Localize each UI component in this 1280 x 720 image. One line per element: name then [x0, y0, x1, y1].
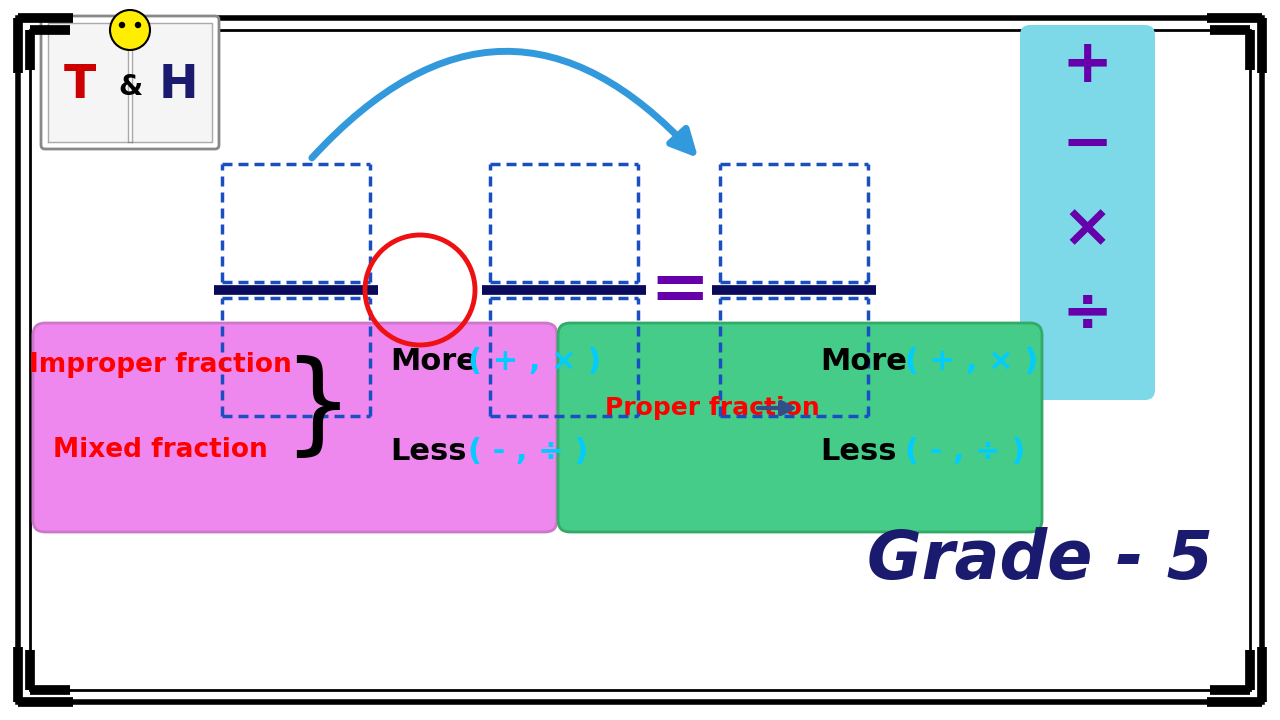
Text: &: &	[118, 73, 142, 101]
FancyArrowPatch shape	[312, 51, 692, 158]
Circle shape	[136, 22, 141, 27]
Text: −: −	[1061, 115, 1112, 174]
Text: ( - , ÷ ): ( - , ÷ )	[905, 438, 1025, 467]
Text: Less: Less	[390, 438, 466, 467]
Polygon shape	[132, 23, 212, 142]
FancyArrowPatch shape	[758, 402, 792, 414]
Text: Proper fraction: Proper fraction	[605, 396, 819, 420]
Text: =: =	[650, 256, 710, 325]
Polygon shape	[49, 23, 128, 142]
Text: ( + , × ): ( + , × )	[905, 348, 1038, 377]
Text: +: +	[1061, 35, 1112, 94]
FancyBboxPatch shape	[558, 323, 1042, 532]
FancyBboxPatch shape	[33, 323, 557, 532]
Text: Mixed fraction: Mixed fraction	[52, 437, 268, 463]
Circle shape	[119, 22, 124, 27]
Text: Grade - 5: Grade - 5	[867, 527, 1213, 593]
Text: H: H	[159, 63, 198, 107]
FancyBboxPatch shape	[1020, 25, 1155, 400]
Text: More: More	[390, 348, 477, 377]
Text: ( + , × ): ( + , × )	[468, 348, 602, 377]
Circle shape	[110, 10, 150, 50]
FancyBboxPatch shape	[41, 16, 219, 149]
Text: ÷: ÷	[1061, 286, 1112, 344]
Text: More: More	[820, 348, 906, 377]
Text: T: T	[64, 63, 96, 107]
Text: }: }	[283, 354, 353, 462]
Text: Improper fraction: Improper fraction	[28, 352, 292, 378]
Text: ( - , ÷ ): ( - , ÷ )	[468, 438, 589, 467]
Text: ×: ×	[1061, 200, 1112, 259]
Text: Less: Less	[820, 438, 896, 467]
